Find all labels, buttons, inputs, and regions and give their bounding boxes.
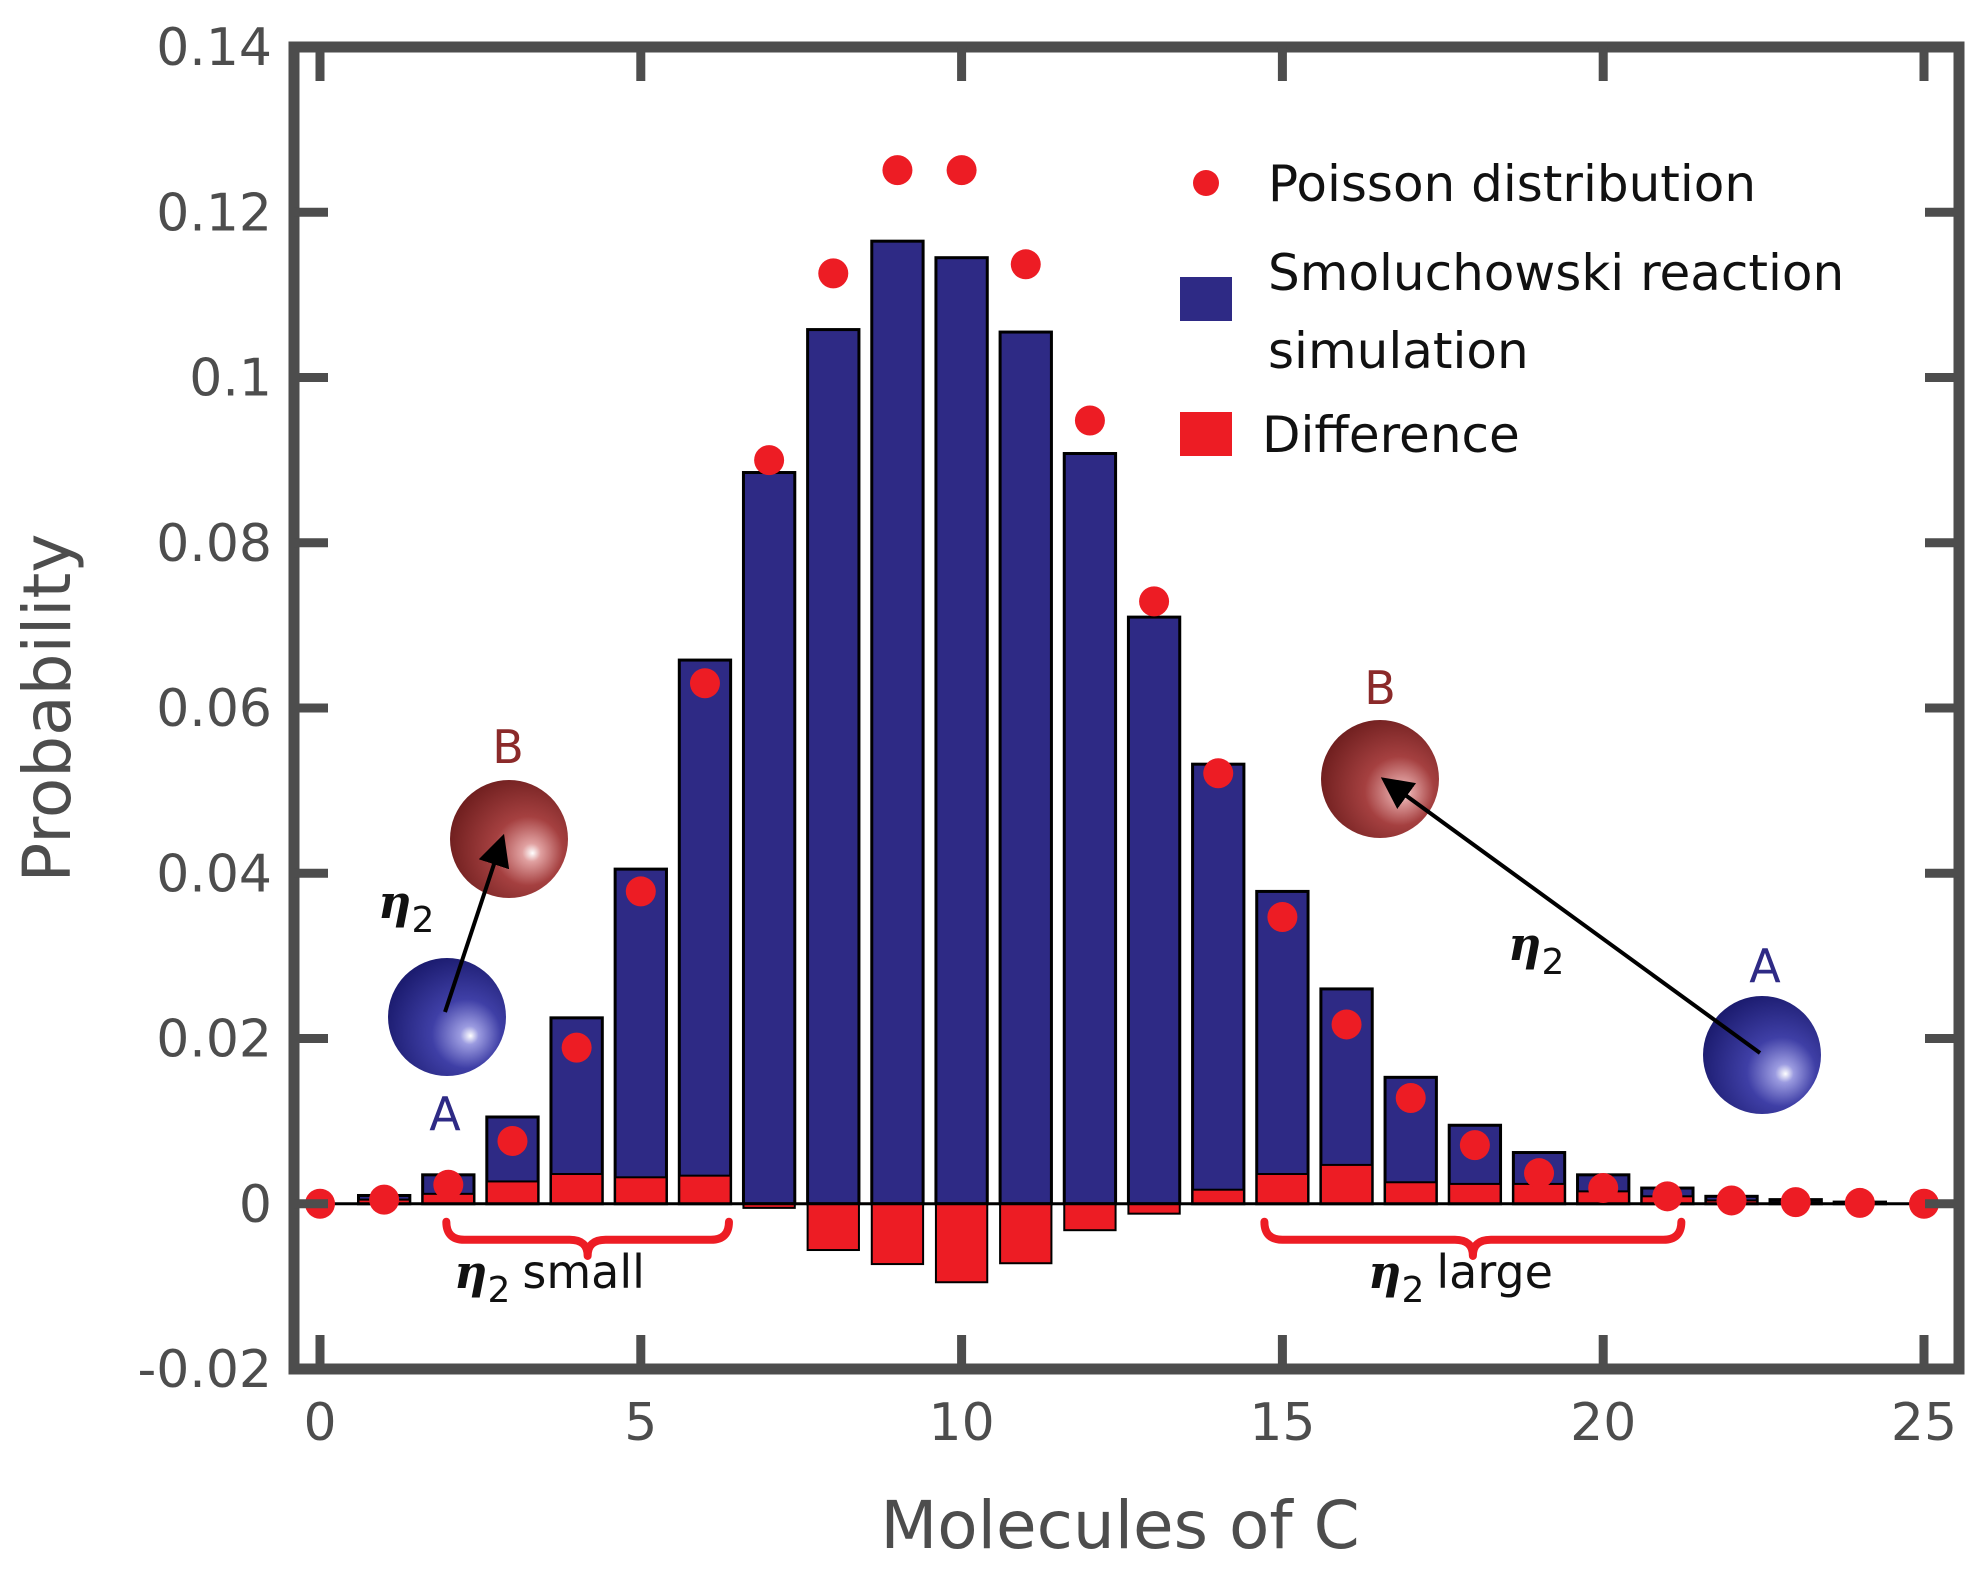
legend-marker-difference (1180, 412, 1232, 456)
sphere-a-left (388, 958, 506, 1076)
simulation-bar (1126, 615, 1182, 1206)
poisson-point (1780, 1187, 1811, 1218)
y-axis-title: Probability (9, 534, 86, 883)
simulation-bar (1255, 889, 1310, 1206)
difference-bar (1448, 1182, 1502, 1205)
eta-large-label: η2 large (1368, 1245, 1553, 1311)
difference-bar (1384, 1181, 1438, 1205)
eta-small-label: η2 small (454, 1245, 645, 1311)
difference-bar (806, 1202, 860, 1252)
difference-bar (1063, 1202, 1117, 1232)
x-tick-label: 15 (1249, 1393, 1315, 1453)
simulation-bar (1191, 762, 1246, 1206)
poisson-point (1395, 1082, 1426, 1113)
bracket-large (1260, 1217, 1686, 1260)
eta-left-label: η2 (378, 875, 434, 941)
x-axis-title: Molecules of C (880, 1487, 1359, 1564)
x-tick-label: 20 (1570, 1393, 1636, 1453)
bracket-small (442, 1217, 733, 1260)
simulation-bar (1062, 452, 1118, 1206)
poisson-point (818, 258, 849, 289)
poisson-point (561, 1032, 592, 1063)
sphere-b-right (1321, 720, 1439, 838)
poisson-point (1909, 1188, 1939, 1219)
poisson-point (1652, 1181, 1683, 1212)
difference-bar (1255, 1173, 1310, 1205)
x-tick-labels: 0 5 10 15 20 25 (303, 1393, 1957, 1453)
x-tick-label: 25 (1891, 1393, 1957, 1453)
sphere-b-right-label: B (1364, 661, 1396, 715)
legend-label-simulation-line1: Smoluchowski reaction (1268, 244, 1844, 302)
y-tick-label: 0.06 (156, 679, 272, 739)
poisson-points (305, 155, 1939, 1219)
poisson-point (754, 445, 785, 476)
difference-bar (1191, 1188, 1245, 1205)
legend-label-poisson: Poisson distribution (1268, 155, 1756, 213)
poisson-point (1844, 1187, 1875, 1218)
y-tick-label: -0.02 (137, 1340, 272, 1400)
difference-bar (934, 1202, 989, 1284)
poisson-point (1459, 1130, 1490, 1161)
legend-marker-simulation (1180, 277, 1232, 321)
poisson-point (689, 668, 720, 699)
sphere-a-left-label: A (429, 1087, 461, 1141)
axis-ticks (294, 42, 1959, 1374)
simulation-bar (677, 658, 733, 1206)
difference-bar (999, 1202, 1053, 1265)
legend-marker-poisson (1193, 170, 1219, 196)
poisson-point (1331, 1009, 1362, 1040)
simulation-bar (806, 328, 861, 1206)
annotation-large-eta: B A η2 (1321, 661, 1821, 1114)
y-tick-labels: -0.02 0 0.02 0.04 0.06 0.08 0.1 0.12 0.14 (137, 18, 272, 1400)
simulation-bar (934, 256, 989, 1206)
arrow-right (1380, 777, 1762, 1055)
sphere-a-right (1703, 996, 1821, 1114)
y-tick-label: 0.04 (156, 844, 272, 904)
sphere-b-left-label: B (492, 720, 524, 774)
legend: Poisson distribution Smoluchowski reacti… (1180, 155, 1844, 464)
x-tick-label: 10 (929, 1393, 995, 1453)
annotation-small-eta: B A η2 (378, 720, 568, 1141)
poisson-point (497, 1125, 528, 1156)
difference-bar (870, 1202, 925, 1266)
simulation-bar (741, 471, 797, 1206)
poisson-point (1524, 1158, 1555, 1189)
arrow-left (443, 833, 510, 1013)
poisson-point (625, 876, 656, 907)
difference-bar (678, 1174, 732, 1205)
eta-right-label: η2 (1508, 917, 1564, 983)
poisson-point (946, 155, 977, 186)
simulation-bars (356, 239, 1888, 1206)
poisson-point (1203, 758, 1234, 789)
poisson-point (882, 155, 913, 186)
difference-bar (1319, 1163, 1374, 1205)
y-tick-label: 0.08 (156, 514, 272, 574)
poisson-point (1139, 586, 1170, 617)
sphere-a-right-label: A (1749, 939, 1781, 993)
poisson-point (433, 1169, 464, 1200)
y-tick-label: 0 (239, 1175, 272, 1235)
x-tick-label: 0 (303, 1393, 336, 1453)
simulation-bar (998, 330, 1053, 1206)
difference-bar (549, 1173, 604, 1205)
difference-bar (614, 1176, 668, 1205)
x-tick-label: 5 (624, 1393, 657, 1453)
poisson-point (1716, 1185, 1747, 1216)
simulation-bar (613, 867, 668, 1206)
simulation-bar (870, 239, 925, 1206)
sphere-b-left (450, 780, 568, 898)
y-tick-label: 0.1 (189, 349, 272, 409)
poisson-point (369, 1184, 400, 1215)
poisson-point (1074, 405, 1105, 436)
y-tick-label: 0.14 (156, 18, 272, 78)
legend-label-simulation-line2: simulation (1268, 322, 1529, 380)
poisson-point (1267, 902, 1298, 933)
legend-label-difference: Difference (1262, 406, 1520, 464)
poisson-point (1010, 249, 1041, 280)
difference-bar (485, 1180, 540, 1205)
poisson-point (1588, 1173, 1619, 1204)
y-tick-label: 0.12 (156, 183, 272, 243)
y-tick-label: 0.02 (156, 1010, 272, 1070)
